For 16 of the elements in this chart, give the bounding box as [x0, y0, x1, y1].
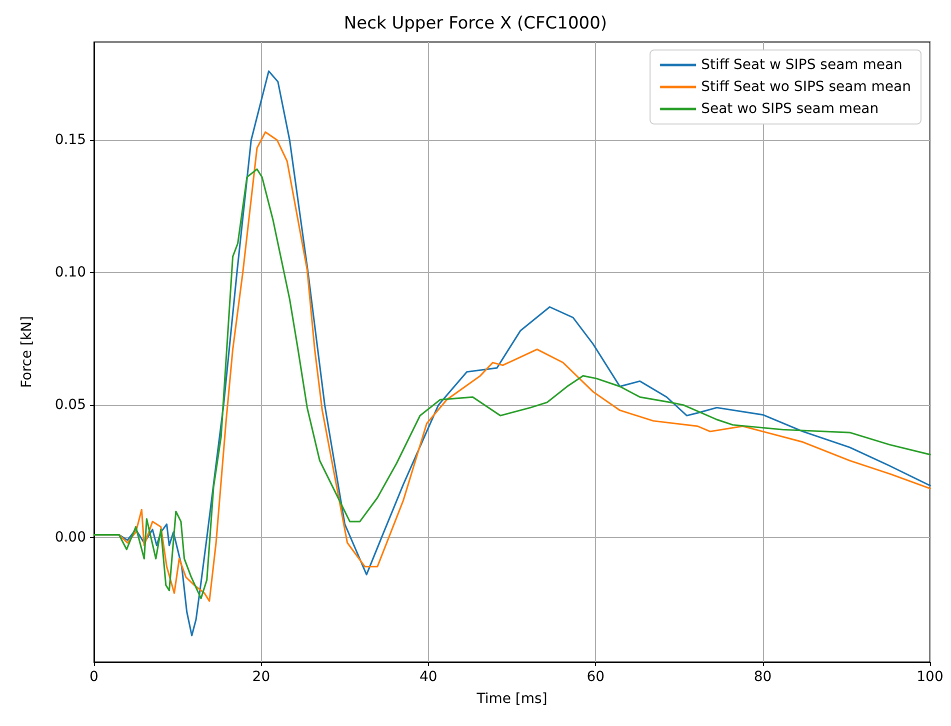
- y-tick-label: 0.10: [54, 264, 86, 281]
- legend-label: Stiff Seat w SIPS seam mean: [701, 57, 902, 73]
- y-tick-label: 0.00: [54, 529, 86, 546]
- x-tick-label: 20: [252, 669, 270, 685]
- y-tick-label: 0.15: [54, 132, 86, 148]
- legend-label: Seat wo SIPS seam mean: [701, 101, 879, 117]
- y-tick-label: 0.05: [54, 396, 86, 413]
- x-tick-label: 60: [586, 669, 605, 685]
- y-axis-title: Force [kN]: [19, 316, 35, 388]
- x-axis-title: Time [ms]: [476, 691, 548, 707]
- x-tick-label: 40: [419, 669, 438, 685]
- x-tick-label: 0: [90, 669, 98, 685]
- x-tick-label: 80: [754, 669, 772, 685]
- legend-label: Stiff Seat wo SIPS seam mean: [701, 79, 912, 95]
- chart-title: Neck Upper Force X (CFC1000): [344, 14, 608, 34]
- x-tick-label: 100: [916, 669, 944, 685]
